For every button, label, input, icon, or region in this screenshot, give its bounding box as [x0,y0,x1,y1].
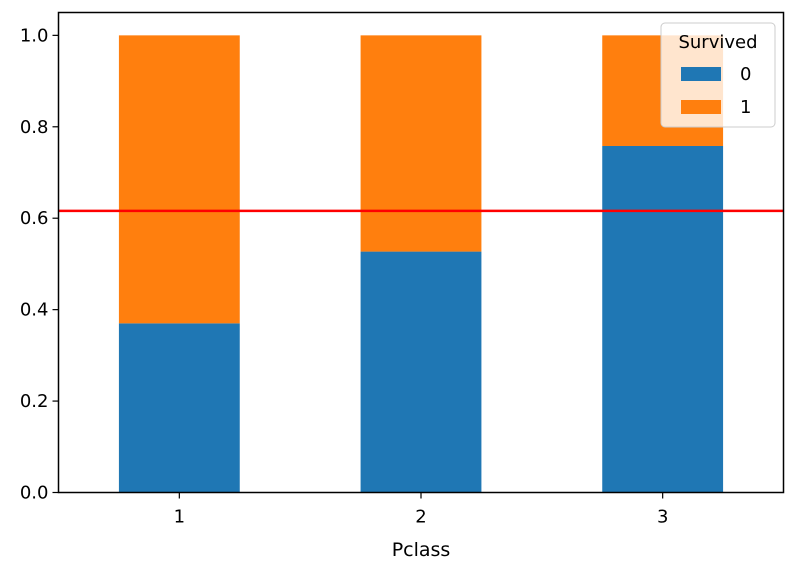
x-axis: 1 2 3 [174,492,668,528]
legend-label-0: 0 [740,64,751,85]
y-tick-label: 0.6 [20,208,49,229]
y-tick-label: 0.4 [20,300,49,321]
x-tick-label: 3 [657,507,668,528]
x-tick-label: 1 [174,507,185,528]
legend-label-1: 1 [740,97,751,118]
y-tick-label: 1.0 [20,25,49,46]
bar-series-1-pclass-1 [118,35,240,324]
bar-series-0-pclass-2 [360,251,482,493]
legend-title: Survived [678,32,757,53]
bar-series-0-pclass-1 [118,323,240,493]
x-tick-label: 2 [415,507,426,528]
bars-layer [118,35,724,493]
bar-series-1-pclass-2 [360,35,482,252]
y-axis: 0.0 0.2 0.4 0.6 0.8 1.0 [20,25,59,504]
y-tick-label: 0.8 [20,117,49,138]
legend: Survived 0 1 [660,22,776,128]
y-tick-label: 0.2 [20,391,49,412]
y-tick-label: 0.0 [20,483,49,504]
bar-series-0-pclass-3 [602,145,724,493]
legend-swatch-1 [681,100,721,114]
legend-swatch-0 [681,67,721,81]
x-axis-label: Pclass [392,539,451,561]
